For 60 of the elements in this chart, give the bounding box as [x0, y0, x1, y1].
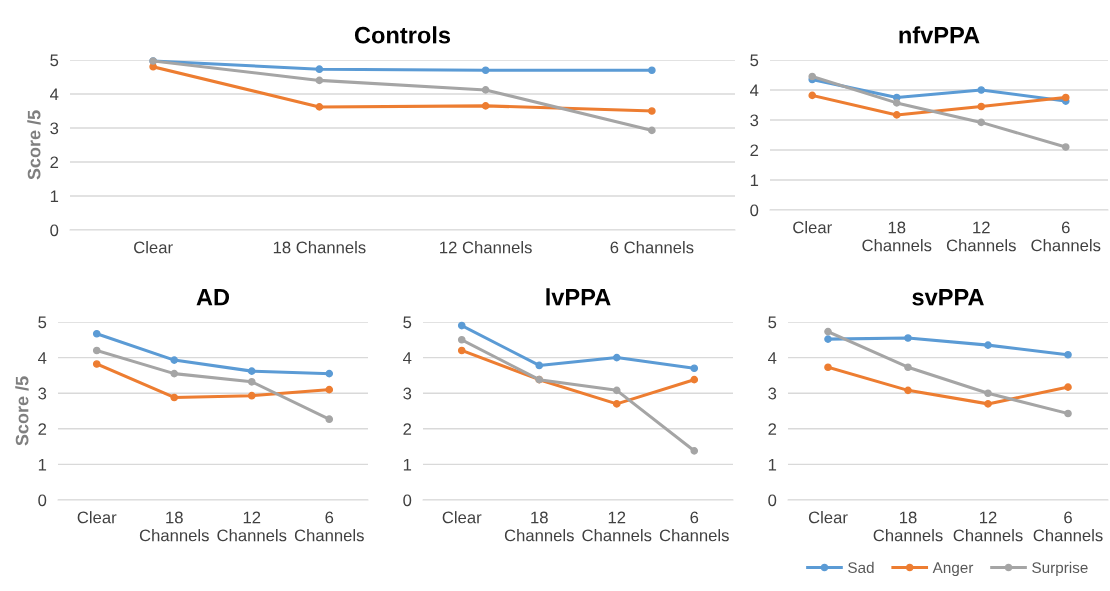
legend-label: Anger — [932, 562, 974, 577]
x-tick-label: 18 Channels — [862, 221, 932, 252]
y-tick-label: 1 — [403, 458, 412, 471]
x-tick-label: 6 Channels — [659, 511, 729, 542]
chart-title: svPPA — [912, 289, 984, 306]
x-tick-label: 18 Channels — [139, 511, 209, 542]
y-tick-label: 2 — [403, 423, 412, 435]
x-tick-label: Clear — [793, 221, 832, 234]
y-tick-label: 0 — [38, 494, 47, 507]
x-tick-label: 6 Channels — [1031, 221, 1101, 252]
x-tick-label: 6 Channels — [294, 511, 364, 542]
y-tick-label: 4 — [50, 88, 59, 101]
y-tick-label: 4 — [403, 352, 412, 364]
x-tick-label: 12 Channels — [946, 221, 1016, 252]
x-tick-label: 18 Channels — [873, 511, 943, 542]
y-tick-label: 0 — [750, 204, 759, 217]
chart-title: lvPPA — [546, 288, 611, 306]
legend-label: Surprise — [1032, 561, 1088, 577]
y-tick-label: 3 — [38, 387, 47, 400]
y-tick-label: 5 — [403, 316, 412, 329]
x-tick-label: Clear — [808, 511, 848, 524]
y-tick-label: 0 — [50, 224, 59, 237]
chart-title: Controls — [354, 26, 451, 44]
y-tick-label: 2 — [50, 156, 59, 169]
y-tick-label: 4 — [38, 352, 47, 364]
y-tick-label: 3 — [750, 114, 759, 127]
y-axis-title: Score /5 — [15, 376, 29, 446]
y-tick-label: 1 — [38, 458, 47, 471]
y-tick-label: 1 — [750, 174, 759, 187]
x-tick-label: 12 Channels — [582, 511, 652, 542]
y-tick-label: 1 — [50, 190, 59, 203]
x-tick-label: 12 Channels — [440, 241, 532, 254]
y-tick-label: 3 — [768, 387, 777, 400]
y-tick-label: 5 — [50, 54, 59, 67]
y-tick-label: 0 — [768, 494, 777, 507]
x-tick-label: 12 Channels — [217, 511, 287, 542]
y-tick-label: 4 — [750, 84, 759, 97]
chart-title: nfvPPA — [899, 26, 980, 44]
x-tick-label: 18 Channels — [273, 241, 366, 254]
y-tick-label: 0 — [403, 494, 412, 507]
x-tick-label: 6 Channels — [610, 241, 694, 254]
y-tick-label: 2 — [750, 144, 759, 157]
x-tick-label: Clear — [77, 511, 117, 524]
y-tick-label: 5 — [38, 316, 47, 329]
y-axis-title: Score /5 — [27, 110, 41, 180]
y-tick-label: 1 — [768, 458, 777, 471]
y-tick-label: 4 — [768, 352, 777, 364]
y-tick-label: 2 — [38, 423, 47, 435]
x-tick-label: Clear — [442, 511, 482, 524]
y-tick-label: 3 — [403, 387, 412, 400]
chart-title: AD — [196, 289, 230, 306]
x-tick-label: Clear — [134, 241, 173, 254]
y-tick-label: 2 — [768, 423, 777, 435]
x-tick-label: 6 Channels — [1033, 511, 1103, 542]
y-tick-label: 5 — [750, 54, 759, 67]
legend-label: Sad — [848, 561, 874, 574]
y-tick-label: 3 — [50, 122, 59, 135]
x-tick-label: 18 Channels — [504, 511, 574, 542]
x-tick-label: 12 Channels — [953, 511, 1023, 542]
y-tick-label: 5 — [768, 316, 777, 329]
